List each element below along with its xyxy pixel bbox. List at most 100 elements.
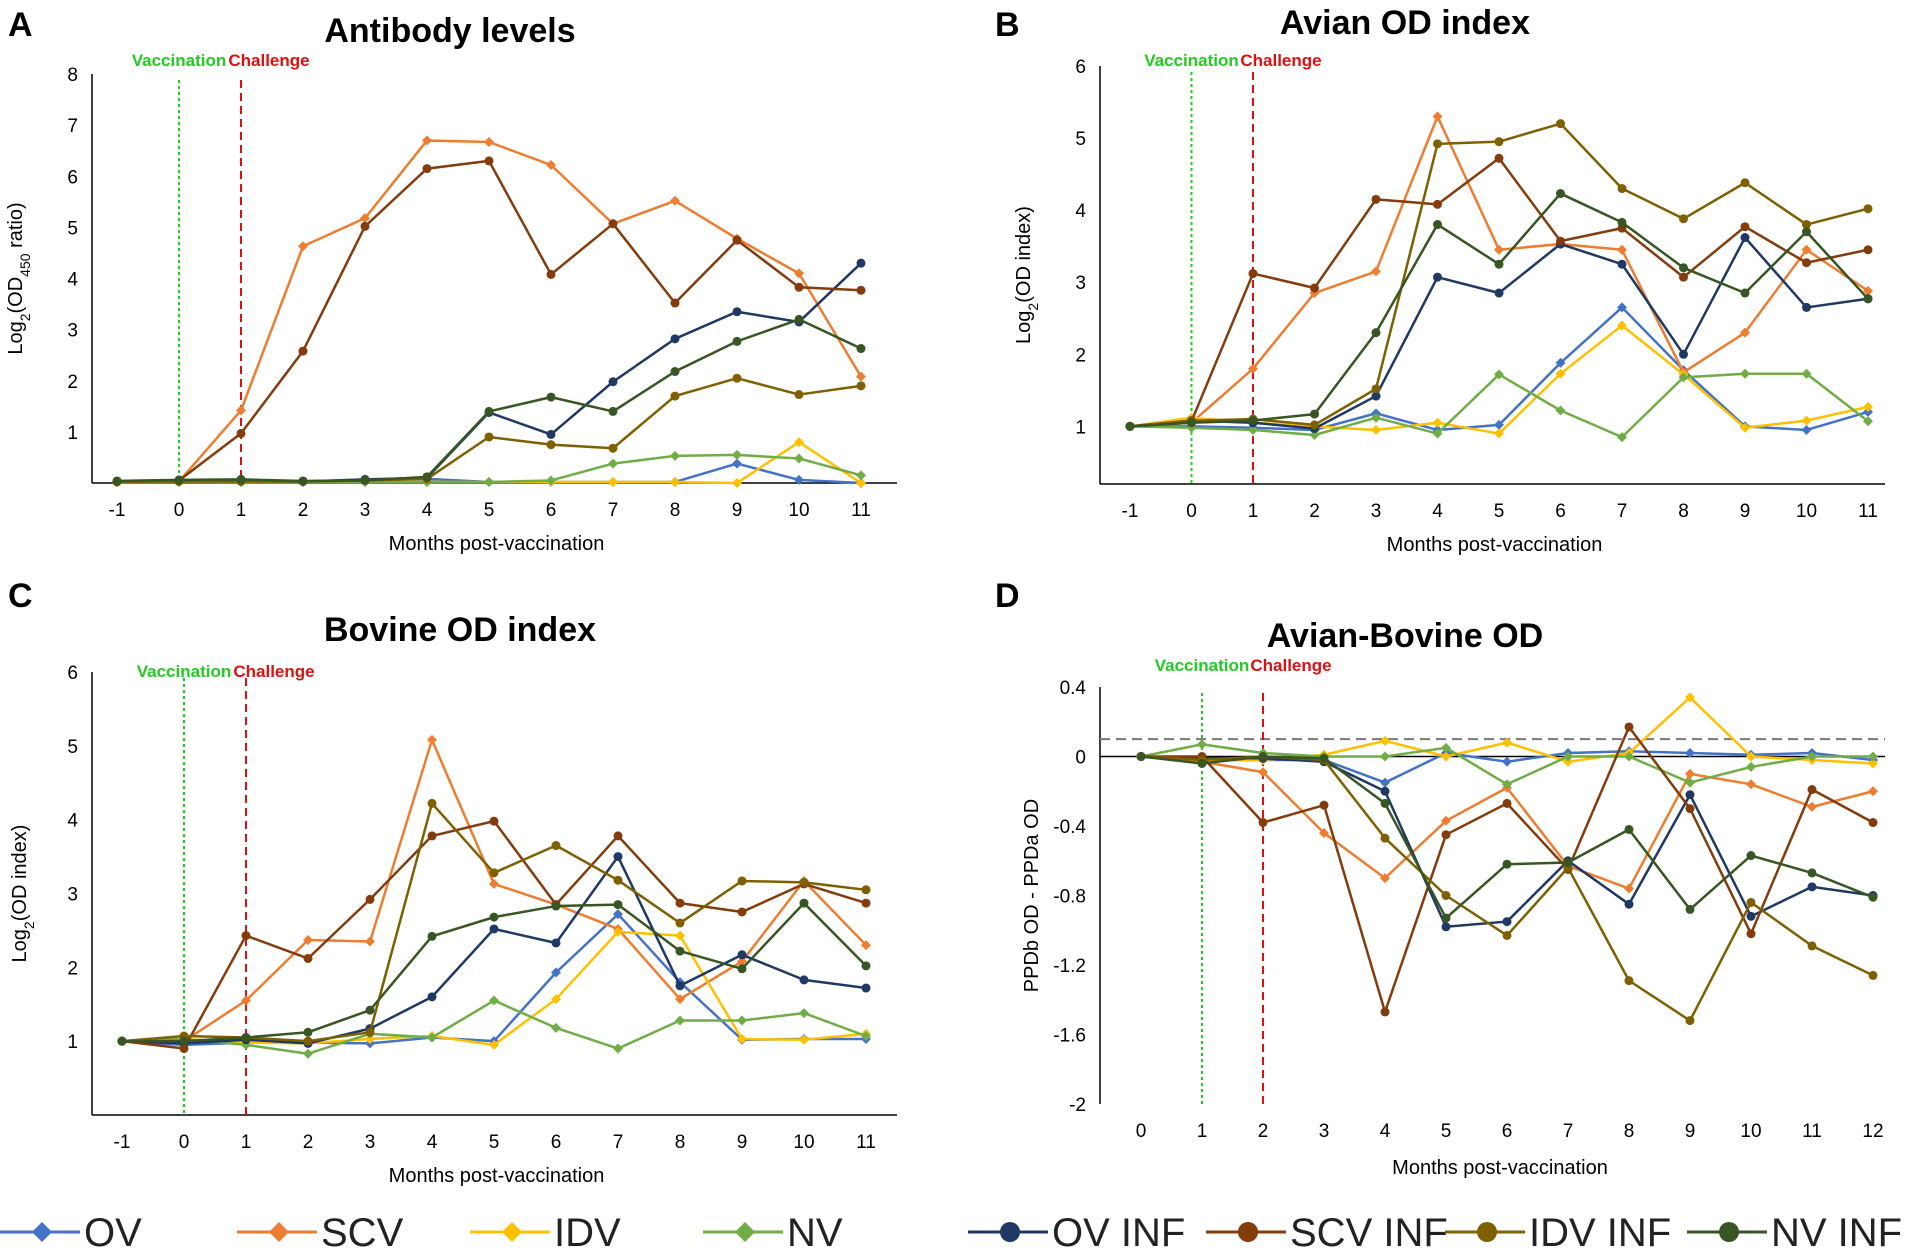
data-point bbox=[1432, 428, 1443, 439]
x-tick-label: 4 bbox=[427, 1132, 438, 1153]
x-tick-label: 8 bbox=[1678, 501, 1689, 522]
vaccination-label: Vaccination bbox=[132, 51, 226, 70]
data-point bbox=[1679, 272, 1688, 282]
y-tick-label: 1 bbox=[67, 423, 78, 444]
data-point bbox=[1380, 798, 1390, 808]
data-point bbox=[1868, 892, 1878, 902]
y-axis-label: Log2(OD index) bbox=[1013, 206, 1041, 344]
data-point bbox=[112, 476, 122, 486]
data-point bbox=[1863, 401, 1873, 412]
data-point bbox=[1740, 327, 1750, 338]
data-point bbox=[298, 476, 308, 486]
data-point bbox=[1617, 302, 1627, 313]
data-point bbox=[1248, 269, 1258, 279]
data-point bbox=[1807, 785, 1817, 795]
data-point bbox=[1371, 424, 1381, 435]
y-tick-label: 5 bbox=[67, 737, 78, 758]
data-point bbox=[1187, 418, 1196, 428]
data-point bbox=[241, 995, 251, 1006]
x-tick-label: -1 bbox=[1122, 501, 1139, 522]
data-point bbox=[670, 334, 680, 344]
legend-item-ov-inf: OV INF bbox=[968, 1211, 1185, 1251]
data-point bbox=[1310, 409, 1319, 419]
data-point bbox=[1380, 777, 1390, 788]
x-tick-label: 4 bbox=[1432, 501, 1443, 522]
data-point bbox=[675, 1015, 685, 1026]
y-tick-label: 5 bbox=[1075, 129, 1086, 150]
data-point bbox=[1494, 153, 1504, 163]
data-point bbox=[1617, 217, 1627, 227]
y-tick-label: -1.2 bbox=[1053, 956, 1086, 977]
data-point bbox=[1502, 779, 1512, 790]
series-line bbox=[116, 139, 863, 484]
data-point bbox=[675, 918, 685, 928]
data-point bbox=[670, 298, 680, 308]
legend-item-nv-inf: NV INF bbox=[1687, 1211, 1902, 1251]
data-point bbox=[1441, 922, 1451, 932]
data-point bbox=[1746, 751, 1756, 762]
legend-marker bbox=[1719, 1222, 1739, 1242]
data-point bbox=[732, 478, 742, 488]
x-tick-label: 6 bbox=[1502, 1121, 1513, 1142]
series-line bbox=[121, 912, 866, 1047]
chart-title: Avian OD index bbox=[1280, 4, 1530, 42]
data-point bbox=[546, 475, 556, 486]
data-point bbox=[613, 909, 623, 920]
data-point bbox=[675, 898, 685, 908]
data-point bbox=[856, 258, 866, 268]
data-point bbox=[236, 474, 246, 484]
data-point bbox=[484, 476, 494, 487]
x-tick-label: 0 bbox=[174, 500, 185, 521]
x-tick-label: 1 bbox=[241, 1132, 252, 1153]
legend-label: OV bbox=[84, 1211, 142, 1251]
data-point bbox=[1310, 420, 1319, 430]
data-point bbox=[856, 371, 866, 382]
data-point bbox=[1502, 756, 1512, 767]
data-point bbox=[1371, 412, 1381, 423]
data-point bbox=[1617, 259, 1627, 269]
data-point bbox=[117, 1036, 127, 1046]
data-point bbox=[608, 219, 618, 229]
series-line bbox=[1129, 115, 1869, 428]
data-point bbox=[1433, 220, 1442, 230]
series-idv bbox=[117, 926, 871, 1050]
chart-title: Avian-Bovine OD bbox=[1267, 617, 1543, 655]
data-point bbox=[613, 831, 623, 841]
data-point bbox=[1371, 391, 1381, 401]
data-point bbox=[799, 1008, 809, 1019]
data-point bbox=[427, 1032, 437, 1043]
series-nv-inf bbox=[112, 314, 866, 486]
legend-item-nv: NV bbox=[703, 1211, 843, 1251]
x-tick-label: 3 bbox=[1371, 501, 1382, 522]
x-axis-label: Months post-vaccination bbox=[1392, 1157, 1608, 1179]
y-axis-label: PPDb OD - PPDa OD bbox=[1021, 799, 1043, 992]
data-point bbox=[1258, 767, 1268, 778]
data-point bbox=[1441, 830, 1451, 840]
data-point bbox=[1685, 777, 1695, 788]
panel-a: A Antibody levels 1 2 3 4 5 6 7 8 -1 0 1 2 3 4 5 6 7 8 9 10 11… bbox=[5, 6, 897, 555]
data-point bbox=[1740, 233, 1750, 243]
data-point bbox=[365, 894, 375, 904]
x-tick-label: 5 bbox=[489, 1132, 500, 1153]
data-point bbox=[1494, 419, 1504, 430]
data-point bbox=[236, 405, 246, 416]
data-point bbox=[422, 472, 432, 482]
data-point bbox=[1740, 222, 1750, 232]
data-point bbox=[1441, 913, 1451, 923]
data-point bbox=[1685, 804, 1695, 814]
data-point bbox=[1617, 320, 1627, 331]
data-point bbox=[856, 381, 866, 391]
y-tick-label: 0 bbox=[1075, 748, 1086, 769]
data-point bbox=[1802, 220, 1811, 230]
data-point bbox=[1679, 263, 1688, 273]
data-point bbox=[1258, 818, 1268, 828]
data-point bbox=[1433, 199, 1442, 209]
challenge-label: Challenge bbox=[228, 51, 309, 70]
data-point bbox=[1494, 137, 1504, 147]
data-point bbox=[303, 953, 313, 963]
x-tick-label: 11 bbox=[851, 500, 871, 521]
y-tick-label: 3 bbox=[67, 885, 78, 906]
data-point bbox=[613, 875, 623, 885]
data-point bbox=[856, 285, 866, 295]
data-point bbox=[1371, 384, 1381, 394]
